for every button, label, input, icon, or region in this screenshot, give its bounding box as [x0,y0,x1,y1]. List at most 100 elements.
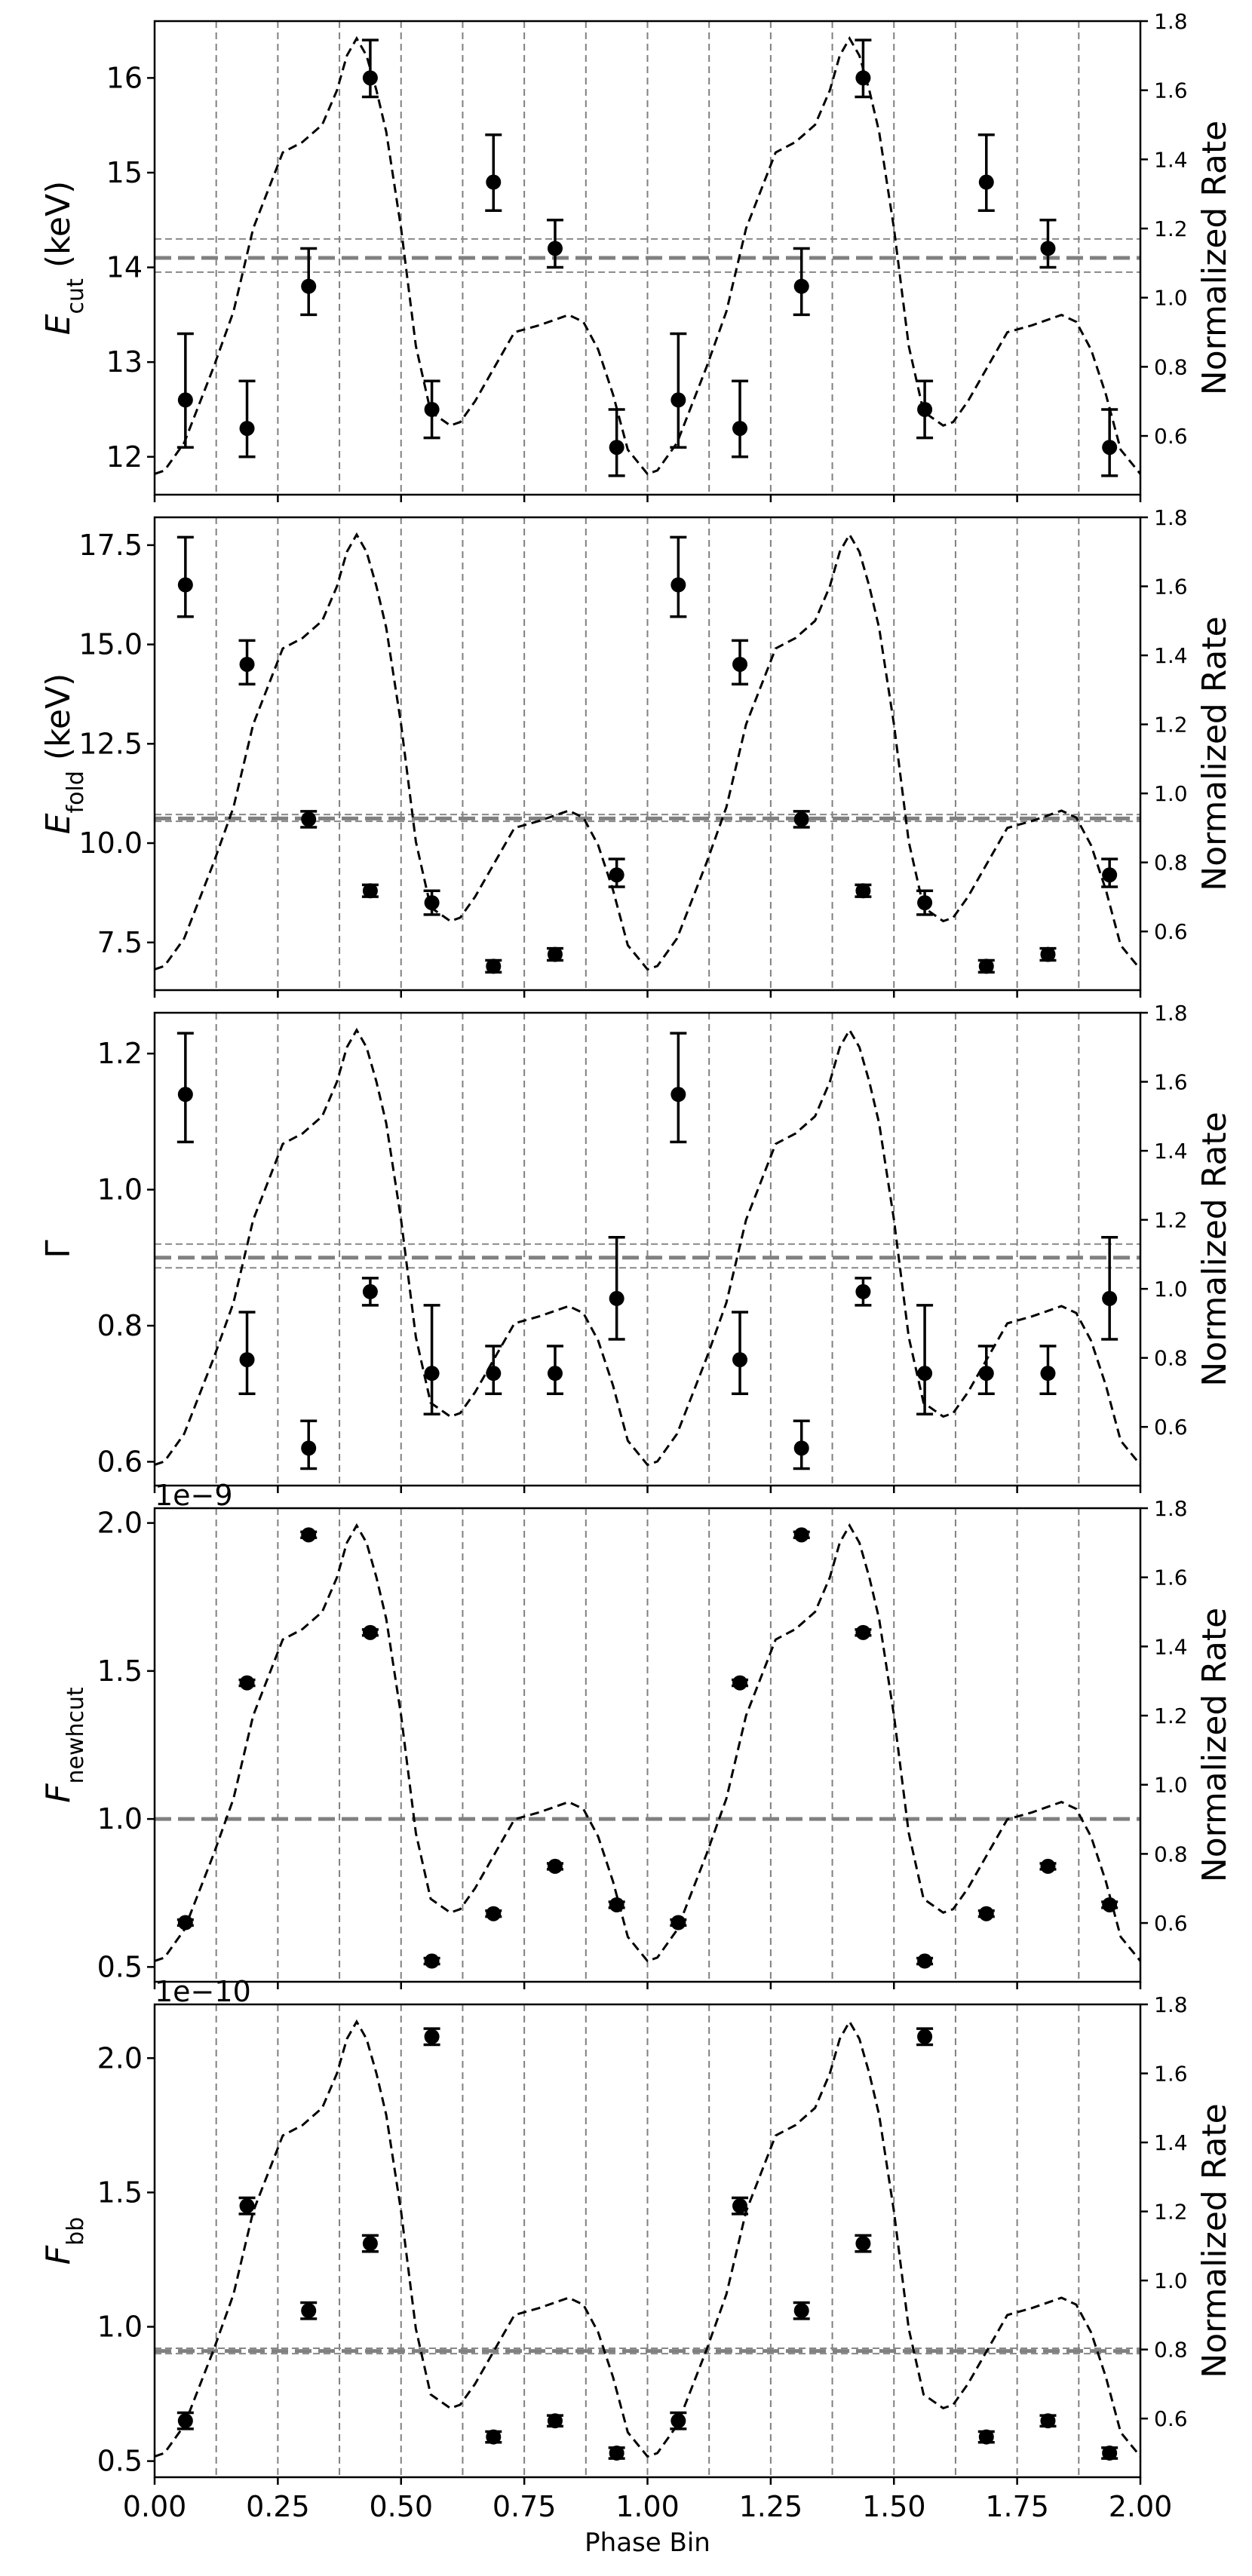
x-tick-label: 0.50 [369,2490,433,2523]
data-marker [732,1352,748,1368]
data-marker [732,656,748,672]
data-marker [301,811,317,827]
data-point [176,535,194,618]
data-marker [793,1440,809,1456]
pulse-profile-line [155,532,1140,971]
panel-plot-area [155,21,1140,495]
data-point [793,1419,810,1470]
y-axis-label-main: F [39,1783,78,1803]
data-marker [855,1624,871,1640]
right-tick-label: 1.8 [1154,9,1188,34]
y-axis-label-subscript: newhcut [63,1687,89,1784]
data-point [361,883,379,899]
data-marker [609,1897,624,1912]
data-point [1039,2413,1057,2429]
y-tick-label: 16 [106,61,143,94]
data-marker [547,2413,563,2429]
data-marker [1040,241,1056,256]
data-marker [670,2413,686,2429]
pulse-profile-line [155,1523,1140,1963]
data-marker [424,895,440,911]
right-tick-label: 1.0 [1154,1773,1188,1798]
right-tick-label: 0.6 [1154,1911,1188,1936]
data-point [423,889,440,916]
data-marker [177,392,193,408]
data-point [916,889,934,916]
data-point [732,1675,749,1691]
data-point [1039,1345,1057,1395]
data-point [977,133,995,212]
data-point [238,2196,256,2216]
panel-3: 0.6 0.8 1.0 1.2 0.6 0.8 1.0 1.2 1.4 1.6 1.8 Γ Normal… [39,1001,1234,1493]
x-tick-label: 0.00 [123,2490,187,2523]
data-point [916,1304,934,1416]
right-tick-label: 1.2 [1154,713,1188,738]
data-point [546,946,563,962]
panel-plot-area [155,517,1140,990]
x-tick-label: 1.50 [862,2490,926,2523]
data-marker [670,1087,686,1102]
data-marker [547,241,563,256]
y-axis-label-main: E [39,314,78,335]
data-point [176,1915,194,1930]
data-marker [917,1366,933,1382]
data-marker [177,1915,193,1930]
right-tick-label: 1.6 [1154,1070,1188,1095]
data-point [300,1527,318,1543]
data-point [793,247,810,317]
y-axis-label-unit: (keV) [39,181,78,278]
right-tick-label: 1.0 [1154,2268,1188,2293]
data-point [1039,946,1057,962]
data-marker [239,2198,255,2214]
data-marker [301,278,317,294]
y-tick-label: 1.2 [97,1037,143,1070]
data-marker [547,1858,563,1874]
data-point [793,1527,810,1543]
y-tick-label: 12.5 [78,727,143,760]
y-tick-label: 1.0 [97,2311,143,2344]
pulse-profile-line [155,35,1140,476]
data-marker [239,1352,255,1368]
data-point [670,2411,687,2430]
data-point [608,857,625,888]
x-tick-label: 1.75 [985,2490,1049,2523]
right-tick-label: 0.8 [1154,851,1188,876]
data-marker [855,1283,871,1299]
data-point [732,379,749,458]
data-point [608,408,625,477]
data-marker [362,1283,378,1299]
right-axis-label: Normalized Rate [1195,1608,1234,1882]
data-point [423,379,440,440]
data-point [361,1277,379,1307]
data-point [670,1032,687,1144]
y-tick-label: 15.0 [78,628,143,661]
data-point [238,1311,256,1395]
data-marker [917,2029,933,2044]
y-tick-label: 13 [106,345,143,379]
data-point [1101,857,1119,888]
data-point [1039,1858,1057,1874]
right-axis-label: Normalized Rate [1195,1112,1234,1386]
data-marker [486,174,502,190]
y-tick-label: 12 [106,440,143,474]
y-axis-label-subscript: cut [63,278,89,314]
y-axis-label: Fbb [39,2217,89,2265]
data-point [670,332,687,449]
data-marker [609,440,624,455]
data-point [855,38,872,99]
y-axis-label: Fnewhcut [39,1687,89,1803]
x-tick-label: 2.00 [1109,2490,1173,2523]
right-tick-label: 1.8 [1154,1992,1188,2017]
y-axis-label-main: F [39,2245,78,2265]
data-point [176,1032,194,1144]
y-tick-label: 17.5 [78,529,143,562]
data-point [1101,408,1119,477]
data-point [977,1345,995,1395]
data-point [670,535,687,618]
right-tick-label: 0.6 [1154,1415,1188,1440]
data-marker [978,1906,994,1921]
right-tick-label: 0.6 [1154,424,1188,449]
x-tick-label: 1.25 [739,2490,803,2523]
y-tick-label: 15 [106,156,143,189]
data-point [855,2234,872,2253]
